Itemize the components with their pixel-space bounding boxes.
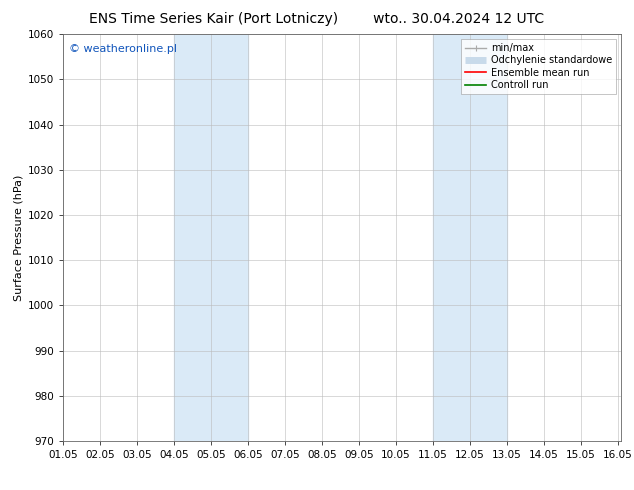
- Text: © weatheronline.pl: © weatheronline.pl: [69, 45, 177, 54]
- Bar: [433, 34, 507, 441]
- Legend: min/max, Odchylenie standardowe, Ensemble mean run, Controll run: min/max, Odchylenie standardowe, Ensembl…: [461, 39, 616, 94]
- Y-axis label: Surface Pressure (hPa): Surface Pressure (hPa): [14, 174, 24, 301]
- Text: ENS Time Series Kair (Port Lotniczy)        wto.. 30.04.2024 12 UTC: ENS Time Series Kair (Port Lotniczy) wto…: [89, 12, 545, 26]
- Bar: [174, 34, 248, 441]
